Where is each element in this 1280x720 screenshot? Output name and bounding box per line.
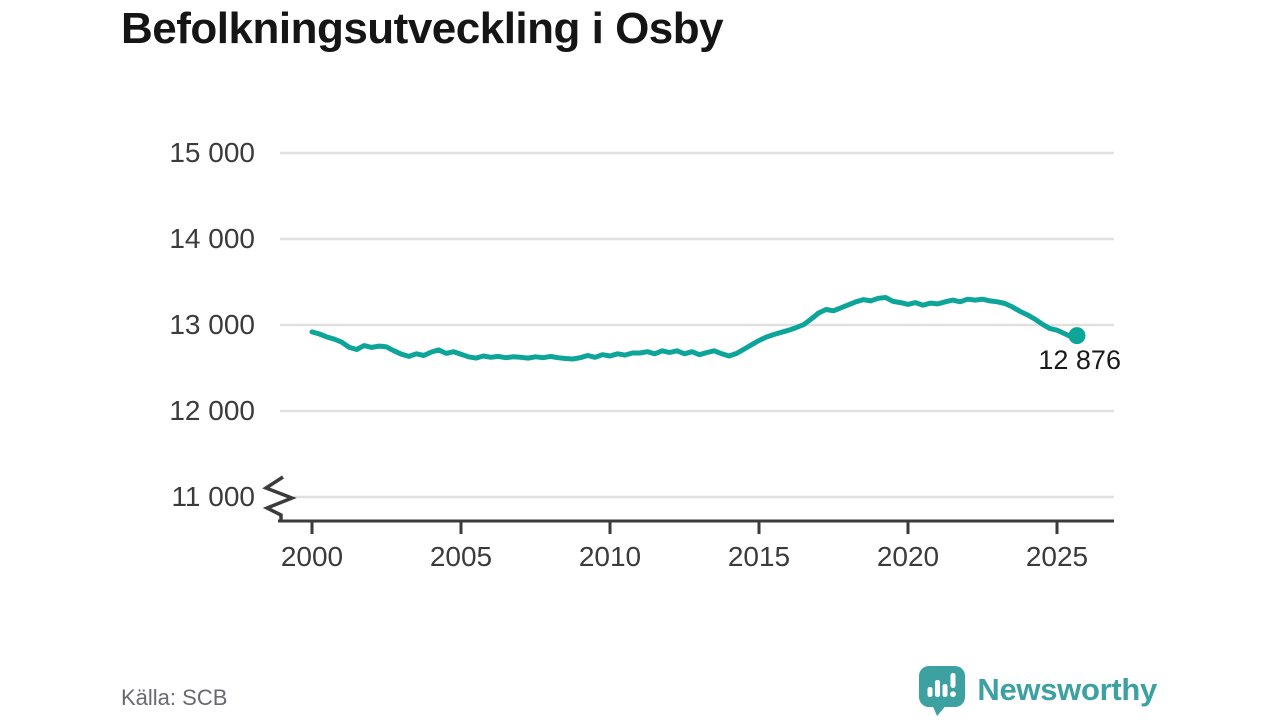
last-value-label: 12 876 [1038, 344, 1121, 375]
x-axis-tick-label: 2010 [578, 541, 642, 572]
x-axis-tick-label: 2020 [876, 541, 940, 572]
y-axis-tick-label: 12 000 [169, 395, 255, 426]
y-axis-tick-label: 14 000 [169, 223, 255, 254]
x-axis-tick-label: 2005 [429, 541, 493, 572]
source-label: Källa: SCB [121, 685, 228, 710]
last-point-dot [1068, 327, 1086, 345]
chart-title: Befolkningsutveckling i Osby [121, 4, 724, 53]
newsworthy-wordmark: Newsworthy [977, 672, 1157, 707]
x-axis-tick-label: 2025 [1025, 541, 1089, 572]
population-line [309, 295, 1080, 362]
newsworthy-icon [919, 666, 966, 716]
newsworthy-logo: Newsworthy [916, 664, 1157, 716]
x-axis-tick-label: 2015 [727, 541, 791, 572]
y-axis-tick-label: 13 000 [169, 309, 255, 340]
y-axis-tick-label: 15 000 [169, 137, 255, 168]
axis-break-icon [262, 475, 297, 520]
x-axis-tick-label: 2000 [280, 541, 344, 572]
y-axis-tick-label: 11 000 [171, 481, 255, 512]
